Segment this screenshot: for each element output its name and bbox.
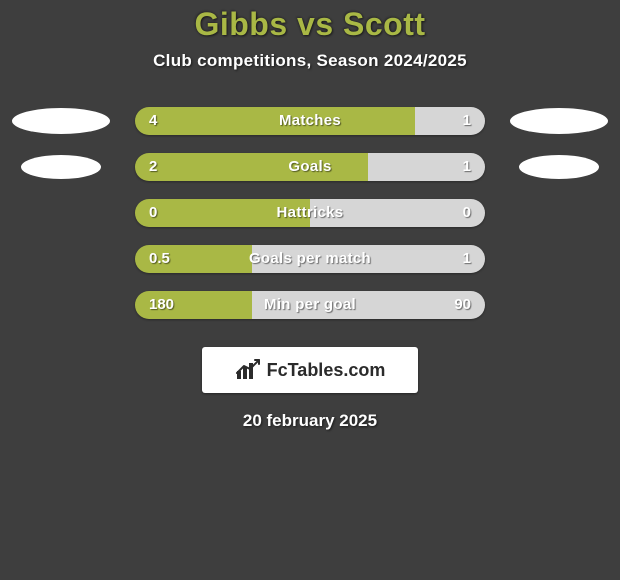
stat-bar: 0.51Goals per match bbox=[135, 245, 485, 273]
stat-row: 21Goals bbox=[0, 153, 620, 199]
stat-row: 00Hattricks bbox=[0, 199, 620, 245]
stat-bar: 41Matches bbox=[135, 107, 485, 135]
player-left-badge bbox=[6, 107, 116, 135]
chart-icon bbox=[235, 359, 263, 381]
stat-row: 0.51Goals per match bbox=[0, 245, 620, 291]
stat-label: Min per goal bbox=[135, 291, 485, 319]
stat-rows: 41Matches 21Goals 00Hattricks 0.51Goals per… bbox=[0, 107, 620, 337]
player-left-badge bbox=[6, 153, 116, 181]
player-right-badge bbox=[504, 153, 614, 181]
stat-label: Hattricks bbox=[135, 199, 485, 227]
page-title: Gibbs vs Scott bbox=[0, 6, 620, 43]
stat-row: 18090Min per goal bbox=[0, 291, 620, 337]
logo-box: FcTables.com bbox=[202, 347, 418, 393]
comparison-infographic: Gibbs vs Scott Club competitions, Season… bbox=[0, 0, 620, 580]
stat-bar: 21Goals bbox=[135, 153, 485, 181]
player-right-badge bbox=[504, 107, 614, 135]
stat-label: Goals per match bbox=[135, 245, 485, 273]
logo-text: FcTables.com bbox=[267, 360, 386, 381]
date-text: 20 february 2025 bbox=[0, 411, 620, 431]
subtitle: Club competitions, Season 2024/2025 bbox=[0, 51, 620, 71]
stat-label: Goals bbox=[135, 153, 485, 181]
stat-bar: 18090Min per goal bbox=[135, 291, 485, 319]
stat-bar: 00Hattricks bbox=[135, 199, 485, 227]
stat-label: Matches bbox=[135, 107, 485, 135]
stat-row: 41Matches bbox=[0, 107, 620, 153]
